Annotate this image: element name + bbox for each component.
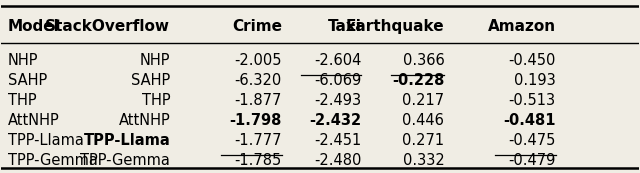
Text: -1.798: -1.798 — [229, 113, 282, 128]
Text: Model: Model — [8, 19, 60, 34]
Text: NHP: NHP — [140, 53, 170, 68]
Text: TPP-Llama: TPP-Llama — [83, 133, 170, 148]
Text: Amazon: Amazon — [488, 19, 556, 34]
Text: -1.785: -1.785 — [234, 153, 282, 168]
Text: THP: THP — [8, 93, 36, 108]
Text: TPP-Gemma: TPP-Gemma — [81, 153, 170, 168]
Text: TPP-Gemma: TPP-Gemma — [8, 153, 98, 168]
Text: 0.446: 0.446 — [403, 113, 444, 128]
Text: -0.450: -0.450 — [508, 53, 556, 68]
Text: NHP: NHP — [8, 53, 38, 68]
Text: -2.604: -2.604 — [314, 53, 362, 68]
Text: -0.228: -0.228 — [392, 73, 444, 88]
Text: -2.432: -2.432 — [309, 113, 362, 128]
Text: -6.320: -6.320 — [234, 73, 282, 88]
Text: -0.481: -0.481 — [503, 113, 556, 128]
Text: Taxi: Taxi — [328, 19, 362, 34]
Text: 0.217: 0.217 — [402, 93, 444, 108]
Text: -0.513: -0.513 — [509, 93, 556, 108]
Text: -2.480: -2.480 — [314, 153, 362, 168]
Text: -2.493: -2.493 — [314, 93, 362, 108]
Text: 0.366: 0.366 — [403, 53, 444, 68]
Text: -2.005: -2.005 — [234, 53, 282, 68]
Text: Crime: Crime — [232, 19, 282, 34]
Text: StackOverflow: StackOverflow — [45, 19, 170, 34]
Text: 0.332: 0.332 — [403, 153, 444, 168]
Text: -1.777: -1.777 — [234, 133, 282, 148]
Text: -0.479: -0.479 — [508, 153, 556, 168]
Text: TPP-Llama: TPP-Llama — [8, 133, 84, 148]
Text: AttNHP: AttNHP — [8, 113, 60, 128]
Text: -0.475: -0.475 — [508, 133, 556, 148]
Text: SAHP: SAHP — [131, 73, 170, 88]
Text: -6.069: -6.069 — [314, 73, 362, 88]
Text: -2.451: -2.451 — [314, 133, 362, 148]
Text: -1.877: -1.877 — [234, 93, 282, 108]
Text: 0.271: 0.271 — [402, 133, 444, 148]
Text: 0.193: 0.193 — [514, 73, 556, 88]
Text: SAHP: SAHP — [8, 73, 47, 88]
Text: THP: THP — [141, 93, 170, 108]
Text: Earthquake: Earthquake — [346, 19, 444, 34]
Text: AttNHP: AttNHP — [118, 113, 170, 128]
